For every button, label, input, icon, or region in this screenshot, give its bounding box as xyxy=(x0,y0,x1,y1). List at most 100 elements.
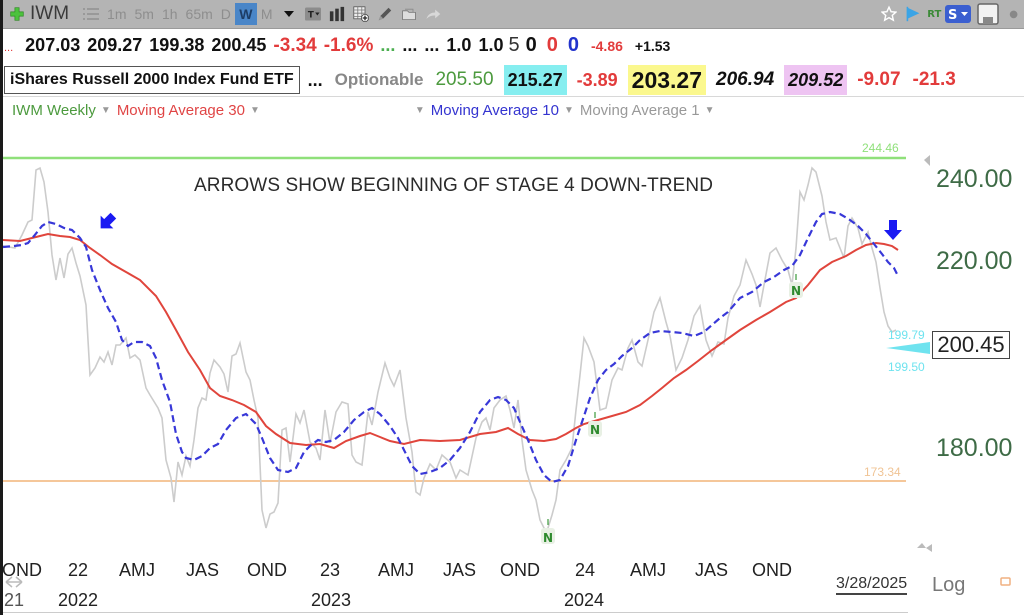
n-marker-icon-2: N xyxy=(588,412,602,437)
x-tick: AMJ xyxy=(630,560,666,580)
quote-v1: 1.0 xyxy=(446,35,472,55)
x-tick: OND xyxy=(2,560,42,580)
quote-change: -3.34 xyxy=(273,35,317,56)
window-edge xyxy=(0,0,3,615)
legend-ma1[interactable]: Moving Average 1 xyxy=(579,101,700,119)
interval-monthly[interactable]: M xyxy=(260,6,273,22)
legend-ma1-caret-icon[interactable]: ▼ xyxy=(704,104,715,116)
quote-v2: 1.0 xyxy=(478,35,504,55)
y-tick-180: 180.00 xyxy=(936,434,1013,462)
x-year: 2023 xyxy=(311,590,352,610)
n-marker-icon-1: N xyxy=(541,519,555,545)
scroll-arrows-icon xyxy=(5,576,23,588)
pencil-icon xyxy=(378,7,391,21)
quote-v5: 0 xyxy=(546,34,558,56)
symbol-label[interactable]: IWM xyxy=(30,3,70,24)
folder-button[interactable] xyxy=(397,3,421,25)
realtime-button[interactable]: RT xyxy=(927,8,942,20)
resistance-level-label: 244.46 xyxy=(862,141,899,155)
interval-dropdown-button[interactable] xyxy=(277,3,301,25)
s-menu-button[interactable]: S xyxy=(943,3,973,25)
x-tick: JAS xyxy=(443,560,477,580)
legend-series[interactable]: IWM Weekly xyxy=(12,101,96,119)
svg-text:T: T xyxy=(307,11,313,21)
favorite-button[interactable] xyxy=(877,3,901,25)
interval-1m[interactable]: 1m xyxy=(107,6,127,22)
quote-change-pct: -1.6% xyxy=(323,35,374,56)
collapse-icon xyxy=(917,543,932,552)
info-value-2: 215.27 xyxy=(503,65,567,95)
legend-ma10[interactable]: Moving Average 10 xyxy=(430,101,559,119)
overflow-dot-icon[interactable]: ● xyxy=(1009,8,1018,20)
last-price-box[interactable]: 200.45 xyxy=(932,331,1010,359)
bar-chart-button[interactable] xyxy=(325,3,349,25)
y-tick-220: 220.00 xyxy=(936,247,1013,275)
security-name[interactable]: iShares Russell 2000 Index Fund ETF xyxy=(4,66,300,94)
ma-value-label-2: 199.50 xyxy=(888,360,925,374)
legend-series-caret-icon[interactable]: ▼ xyxy=(100,104,111,116)
svg-text:S: S xyxy=(948,8,957,23)
x-tick: JAS xyxy=(186,560,220,580)
quote-dots-2: ... xyxy=(424,35,440,55)
flag-icon xyxy=(906,6,920,22)
ma10-line xyxy=(2,210,899,484)
draw-button[interactable] xyxy=(373,3,397,25)
interval-daily[interactable]: D xyxy=(220,6,231,22)
axis-pointer-icon xyxy=(924,155,930,166)
quote-low: 199.38 xyxy=(149,35,205,55)
chart-date[interactable]: 3/28/2025 xyxy=(836,575,908,595)
quote-v7: -4.86 xyxy=(590,38,623,54)
star-icon xyxy=(881,5,898,22)
flag-button[interactable] xyxy=(901,3,925,25)
x-tick: 22 xyxy=(68,560,89,580)
info-value-4: 203.27 xyxy=(627,65,707,95)
svg-text:N: N xyxy=(791,284,801,298)
down-arrow-icon-2025 xyxy=(884,220,902,240)
support-level-label: 173.34 xyxy=(864,465,901,479)
legend-ma30-caret-icon[interactable]: ▼ xyxy=(249,104,260,116)
info-value-6: 209.52 xyxy=(784,65,848,95)
share-button[interactable] xyxy=(421,3,445,25)
plus-icon xyxy=(10,7,24,21)
log-scale-toggle[interactable]: Log xyxy=(932,574,966,596)
list-button[interactable] xyxy=(79,3,103,25)
x-tick: AMJ xyxy=(119,560,155,580)
legend-ma30[interactable]: Moving Average 30 xyxy=(116,101,245,119)
x-tick: AMJ xyxy=(378,560,414,580)
last-price-pointer-icon xyxy=(886,342,930,354)
info-value-1: 205.50 xyxy=(435,69,494,90)
panel-toggle-icon xyxy=(1000,577,1011,586)
info-value-8: -21.3 xyxy=(912,69,956,90)
info-value-7: -9.07 xyxy=(857,69,901,90)
chart-legend: IWM Weekly ▼ Moving Average 30 ▼ ▼ Movin… xyxy=(12,100,721,120)
interval-5m[interactable]: 5m xyxy=(134,6,154,22)
x-tick: JAS xyxy=(695,560,729,580)
y-tick-240: 240.00 xyxy=(936,165,1013,193)
legend-ma10-caret-icon[interactable]: ▼ xyxy=(563,104,574,116)
quote-v8: +1.53 xyxy=(634,38,671,54)
x-tick: OND xyxy=(500,560,540,580)
info-dots: ... xyxy=(307,69,323,90)
save-icon xyxy=(977,3,1000,25)
optionable-label: Optionable xyxy=(334,70,424,89)
text-tool-button[interactable]: T xyxy=(301,3,325,25)
quote-close: 200.45 xyxy=(211,35,267,55)
quote-open: 207.03 xyxy=(25,35,81,55)
interval-weekly[interactable]: W xyxy=(234,3,257,25)
add-symbol-button[interactable] xyxy=(6,3,28,25)
dropdown-icon xyxy=(283,11,294,17)
interval-65m[interactable]: 65m xyxy=(185,6,213,22)
n-marker-icon-3: N xyxy=(789,274,803,298)
bottom-divider xyxy=(3,612,908,613)
quote-v4: 0 xyxy=(525,34,537,56)
save-button[interactable] xyxy=(973,3,1003,25)
x-year: 2024 xyxy=(564,590,605,610)
info-row: iShares Russell 2000 Index Fund ETF ... … xyxy=(4,65,966,95)
legend-ma10-caret-left-icon[interactable]: ▼ xyxy=(414,104,425,116)
add-table-button[interactable] xyxy=(349,3,373,25)
price-line xyxy=(2,166,897,532)
toolbar: IWM 1m 5m 1h 65m D W M T RT S ● xyxy=(0,0,1024,29)
quote-dots-green: ... xyxy=(380,35,396,55)
interval-1h[interactable]: 1h xyxy=(161,6,178,22)
bar-chart-icon xyxy=(329,6,344,22)
